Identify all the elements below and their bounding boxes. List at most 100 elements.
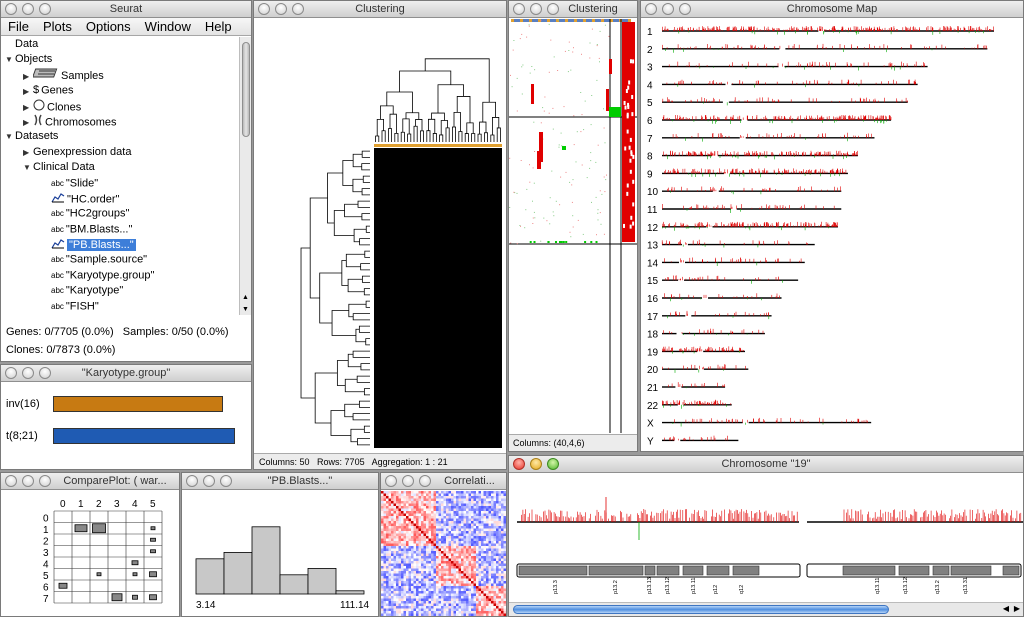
clustering-heatmap[interactable]	[254, 19, 506, 451]
disclosure-closed-icon[interactable]: ▶	[23, 71, 30, 81]
histogram-bar[interactable]	[251, 526, 281, 595]
chromosome-label[interactable]: 9	[647, 169, 653, 180]
close-button[interactable]	[645, 3, 657, 15]
chromosome-track[interactable]	[662, 97, 909, 106]
scroll-thumb[interactable]	[513, 605, 889, 614]
minimize-button[interactable]	[402, 475, 414, 487]
chromosome-track[interactable]	[662, 310, 772, 320]
tree-node[interactable]: ▼ Clinical Data	[1, 160, 239, 175]
chromosome-label[interactable]: 18	[647, 330, 659, 341]
menu-plots[interactable]: Plots	[42, 19, 72, 34]
disclosure-open-icon[interactable]: ▼	[23, 163, 31, 173]
tree-node[interactable]: Data	[1, 37, 239, 52]
chromosome-label[interactable]: 1	[647, 27, 653, 38]
minimize-button[interactable]	[22, 367, 34, 379]
horizontal-scrollbar[interactable]: ◀ ▶	[509, 602, 1023, 616]
histogram-bar[interactable]	[279, 574, 309, 595]
chromosome-track[interactable]	[662, 417, 872, 427]
chromosome-track[interactable]	[662, 293, 782, 302]
pb-blasts-titlebar[interactable]: "PB.Blasts..."	[182, 473, 378, 490]
scroll-right-arrow-icon[interactable]: ▶	[1013, 604, 1020, 613]
minimize-button[interactable]	[530, 3, 542, 15]
scroll-down-arrow-icon[interactable]: ▼	[242, 306, 249, 313]
karyotype-bar[interactable]	[53, 428, 235, 444]
minimize-button[interactable]	[22, 475, 34, 487]
scroll-thumb[interactable]	[242, 42, 250, 137]
chromosome-track[interactable]	[662, 328, 765, 336]
chromosome-track[interactable]	[662, 132, 875, 142]
tree-node[interactable]: ▶ Chromosomes	[1, 114, 239, 129]
chromosome-19-plot[interactable]: p13.3 p13.2 p13.13 p13.12 p13.11 p12 q12 q13.11…	[509, 474, 1023, 602]
close-button[interactable]	[5, 475, 17, 487]
chromosome-track[interactable]	[662, 150, 858, 160]
chromosome-label[interactable]: Y	[647, 436, 654, 447]
chromosome-label[interactable]: X	[647, 419, 654, 430]
zoom-button[interactable]	[39, 475, 51, 487]
seurat-titlebar[interactable]: Seurat	[1, 1, 251, 18]
pb-blasts-histogram[interactable]: 3.14 111.14	[182, 491, 378, 617]
tree-node[interactable]: abc "Karyotype.group"	[1, 268, 239, 283]
tree-node[interactable]: "HC.order"	[1, 191, 239, 206]
tree-node[interactable]: abc "BM.Blasts..."	[1, 222, 239, 237]
chromosome-label[interactable]: 12	[647, 223, 659, 234]
chromosome-label[interactable]: 21	[647, 383, 659, 394]
close-button[interactable]	[513, 3, 525, 15]
data-tree[interactable]: Data ▼ Objects ▶ Samples ▶ $ Genes ▶ Clones ▶ Chrom…	[1, 37, 239, 315]
karyotype-bar[interactable]	[53, 396, 223, 412]
zoom-button[interactable]	[419, 475, 431, 487]
chromosome-track[interactable]	[662, 382, 726, 389]
zoom-button[interactable]	[547, 3, 559, 15]
chromosome-label[interactable]: 17	[647, 312, 659, 323]
minimize-button[interactable]	[662, 3, 674, 15]
tree-node[interactable]: ▶ Genexpression data	[1, 145, 239, 160]
tree-node[interactable]: abc "FISH"	[1, 299, 239, 314]
chromosome-track[interactable]	[662, 79, 918, 88]
compare-plot-titlebar[interactable]: ComparePlot: ( war...	[1, 473, 179, 490]
histogram-bar[interactable]	[335, 590, 365, 595]
chromosome-track[interactable]	[662, 204, 842, 213]
correlation-matrix[interactable]	[381, 491, 506, 617]
tree-node[interactable]: abc "Sample.source"	[1, 252, 239, 267]
chromosome-track[interactable]	[662, 435, 739, 442]
tree-node[interactable]: ▼ Datasets	[1, 129, 239, 144]
minimize-button[interactable]	[203, 475, 215, 487]
scroll-up-arrow-icon[interactable]: ▲	[242, 294, 249, 301]
tree-node[interactable]: "PB.Blasts..."	[1, 237, 239, 252]
tree-node[interactable]: abc "HC2groups"	[1, 206, 239, 221]
histogram-bar[interactable]	[195, 558, 225, 595]
tree-node[interactable]: ▶ Clones	[1, 99, 239, 114]
chromosome-label[interactable]: 13	[647, 241, 659, 252]
histogram-bar[interactable]	[307, 568, 337, 595]
close-button[interactable]	[186, 475, 198, 487]
disclosure-open-icon[interactable]: ▼	[5, 132, 13, 142]
chromosome-label[interactable]: 5	[647, 98, 653, 109]
chromosome-track[interactable]	[661, 399, 732, 409]
tree-node[interactable]: abc "Slide"	[1, 176, 239, 191]
tree-node[interactable]: ▼ Objects	[1, 52, 239, 67]
chromosome-label[interactable]: 11	[647, 205, 658, 216]
chromosome-19-titlebar[interactable]: Chromosome "19"	[509, 456, 1023, 473]
chromosome-label[interactable]: 15	[647, 276, 659, 287]
chromosome-track[interactable]	[662, 257, 805, 266]
scroll-left-arrow-icon[interactable]: ◀	[1002, 604, 1009, 613]
chromosome-track[interactable]	[662, 186, 842, 195]
clustering-small-titlebar[interactable]: Clustering	[509, 1, 637, 18]
minimize-button[interactable]	[22, 3, 34, 15]
chromosome-label[interactable]: 19	[647, 347, 659, 358]
disclosure-open-icon[interactable]: ▼	[5, 55, 13, 65]
chromosome-track[interactable]	[661, 43, 988, 53]
zoom-button[interactable]	[679, 3, 691, 15]
clustering-small-heatmap[interactable]	[509, 19, 637, 433]
close-button[interactable]	[385, 475, 397, 487]
chromosome-track[interactable]	[662, 61, 928, 71]
chromosome-label[interactable]: 6	[647, 116, 653, 127]
chromosome-label[interactable]: 14	[647, 258, 659, 269]
zoom-button[interactable]	[39, 367, 51, 379]
disclosure-closed-icon[interactable]: ▶	[23, 102, 30, 112]
chromosome-track[interactable]	[662, 364, 749, 373]
zoom-button[interactable]	[547, 458, 559, 470]
disclosure-closed-icon[interactable]: ▶	[23, 147, 30, 157]
clustering-titlebar[interactable]: Clustering	[254, 1, 506, 18]
chromosome-map-titlebar[interactable]: Chromosome Map	[641, 1, 1023, 18]
